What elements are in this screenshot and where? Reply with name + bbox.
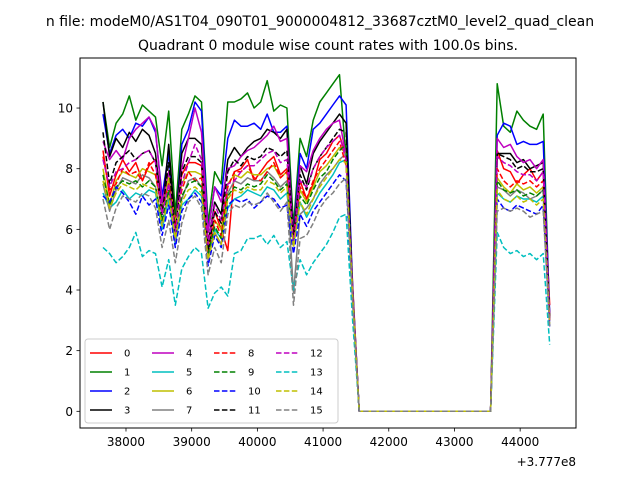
axes-frame [79,57,577,429]
legend-label-7: 7 [186,406,192,417]
x-tick-label: 40000 [238,435,276,449]
legend-label-4: 4 [186,349,192,360]
figure-suptitle: n file: modeM0/AS1T04_090T01_9000004812_… [46,14,594,30]
x-offset-label: +3.777e8 [517,455,576,469]
y-tick-label: 6 [65,223,73,237]
legend-label-11: 11 [248,406,261,417]
x-tick-label: 39000 [173,435,211,449]
x-axis: 38000 39000 40000 41000 42000 43000 44000 [107,428,539,449]
x-tick-label: 44000 [501,435,539,449]
y-tick-label: 0 [65,405,73,419]
legend-label-13: 13 [310,368,323,379]
legend-label-5: 5 [186,368,192,379]
legend-label-2: 2 [124,387,130,398]
legend-label-12: 12 [310,349,323,360]
y-tick-label: 4 [65,284,73,298]
x-tick-label: 42000 [370,435,408,449]
legend-label-15: 15 [310,406,323,417]
legend-label-8: 8 [248,349,254,360]
legend-label-6: 6 [186,387,192,398]
legend-label-0: 0 [124,349,130,360]
legend-label-3: 3 [124,406,130,417]
legend-label-14: 14 [310,387,323,398]
legend-label-9: 9 [248,368,254,379]
legend-label-10: 10 [248,387,261,398]
x-tick-label: 38000 [107,435,145,449]
series-line-15 [102,177,551,413]
y-tick-label: 2 [65,344,73,358]
legend-label-1: 1 [124,368,130,379]
series-layer [102,73,551,413]
chart-title: Quadrant 0 module wise count rates with … [138,38,518,54]
y-tick-label: 10 [58,102,73,116]
x-tick-label: 43000 [435,435,473,449]
y-tick-label: 8 [65,162,73,176]
y-axis: 0 2 4 6 8 10 [58,102,80,419]
x-tick-label: 41000 [304,435,342,449]
legend-box [84,338,339,424]
